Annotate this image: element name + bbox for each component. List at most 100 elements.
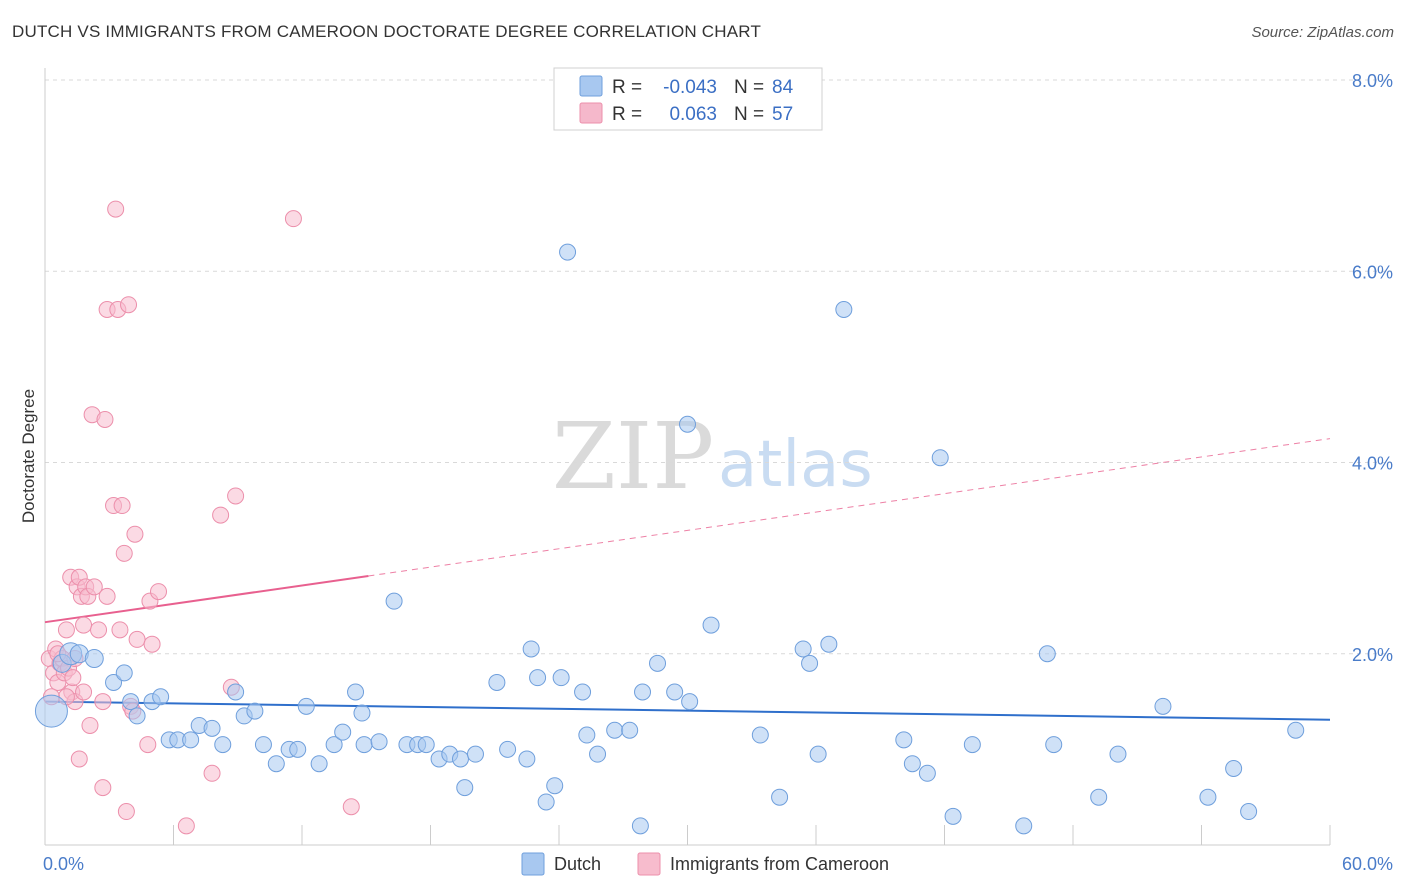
dutch-point-52 <box>589 745 607 763</box>
legend-dutch-n-value: 84 <box>772 77 794 98</box>
dutch-point-7 <box>122 693 140 711</box>
dutch-point-44 <box>522 640 540 658</box>
dutch-point-25 <box>310 755 328 773</box>
cameroon-point-25 <box>94 779 112 797</box>
cameroon-point-28 <box>98 587 116 605</box>
dutch-point-76 <box>1038 645 1056 663</box>
dutch-point-23 <box>289 740 307 758</box>
dutch-point-57 <box>649 654 667 672</box>
dutch-point-38 <box>451 750 469 768</box>
dutch-point-20 <box>254 736 272 754</box>
cameroon-point-51 <box>284 210 302 228</box>
source-attribution: Source: ZipAtlas.com <box>1251 24 1394 41</box>
cameroon-point-15 <box>70 750 88 768</box>
cameroon-point-24 <box>90 621 108 639</box>
dutch-point-74 <box>963 736 981 754</box>
dutch-point-47 <box>546 777 564 795</box>
dutch-point-66 <box>809 745 827 763</box>
dutch-point-5 <box>105 673 123 691</box>
cameroon-point-44 <box>143 635 161 653</box>
dutch-point-78 <box>1090 788 1108 806</box>
y-tick-label-0: 2.0% <box>1352 645 1393 665</box>
legend-cameroon-r-label: R = <box>612 104 642 125</box>
bottom-legend-swatch-cameroon <box>637 852 661 876</box>
dutch-point-45 <box>529 669 547 687</box>
cameroon-point-26 <box>94 693 112 711</box>
legend-dutch-n-label: N = <box>734 77 764 98</box>
y-tick-label-1: 4.0% <box>1352 454 1393 474</box>
x-tick-label-min: 0.0% <box>43 854 84 874</box>
legend: R = -0.043 N = 84 R = 0.063 N = 57 <box>553 67 823 131</box>
dutch-point-24 <box>297 697 315 715</box>
cameroon-point-50 <box>227 487 245 505</box>
bottom-legend-cameroon: Immigrants from Cameroon <box>670 854 889 874</box>
dutch-point-50 <box>574 683 592 701</box>
dutch-point-53 <box>606 721 624 739</box>
cameroon-point-11 <box>64 669 82 687</box>
legend-cameroon-r-value: 0.063 <box>669 104 717 125</box>
watermark-atlas: atlas <box>718 428 873 502</box>
legend-cameroon-n-value: 57 <box>772 104 793 125</box>
cameroon-point-42 <box>139 736 157 754</box>
dutch-point-26 <box>325 736 343 754</box>
x-tick-labels: 0.0% 60.0% <box>43 854 1393 874</box>
dutch-point-19 <box>246 702 264 720</box>
dutch-point-69 <box>895 731 913 749</box>
dutch-point-72 <box>931 449 949 467</box>
cameroon-point-37 <box>120 296 138 314</box>
legend-swatch-cameroon <box>579 102 603 124</box>
y-tick-label-2: 6.0% <box>1352 262 1393 282</box>
dutch-point-29 <box>353 704 371 722</box>
dutch-point-8 <box>128 707 146 725</box>
dutch-point-48 <box>552 669 570 687</box>
dutch-point-80 <box>1154 697 1172 715</box>
legend-dutch-r-value: -0.043 <box>663 77 717 98</box>
chart-title: DUTCH VS IMMIGRANTS FROM CAMEROON DOCTOR… <box>12 22 762 41</box>
dutch-point-43 <box>518 750 536 768</box>
cameroon-trend-dashed <box>368 438 1331 577</box>
dutch-point-67 <box>820 635 838 653</box>
bottom-legend: Dutch Immigrants from Cameroon <box>521 852 889 876</box>
dutch-point-35 <box>417 736 435 754</box>
cameroon-point-46 <box>177 817 195 835</box>
dutch-point-49 <box>559 243 577 261</box>
dutch-point-41 <box>488 673 506 691</box>
dutch-point-75 <box>1015 817 1033 835</box>
dutch-points <box>34 243 1305 835</box>
dutch-point-32 <box>385 592 403 610</box>
cameroon-points <box>40 200 360 835</box>
dutch-point-4 <box>84 649 104 669</box>
cameroon-point-41 <box>128 630 146 648</box>
cameroon-point-27 <box>96 410 114 428</box>
bottom-legend-swatch-dutch <box>521 852 545 876</box>
dutch-point-15 <box>203 719 221 737</box>
legend-swatch-dutch <box>579 75 603 97</box>
cameroon-point-18 <box>75 683 93 701</box>
dutch-point-58 <box>666 683 684 701</box>
dutch-point-39 <box>456 779 474 797</box>
cameroon-trend-line <box>44 438 1331 624</box>
cameroon-point-40 <box>126 525 144 543</box>
cameroon-trend-solid <box>44 574 369 624</box>
dutch-point-55 <box>631 817 649 835</box>
legend-cameroon-n-label: N = <box>734 104 764 125</box>
dutch-point-79 <box>1109 745 1127 763</box>
dutch-point-28 <box>347 683 365 701</box>
dutch-point-16 <box>214 736 232 754</box>
dutch-point-65 <box>801 654 819 672</box>
dutch-point-46 <box>537 793 555 811</box>
dutch-point-17 <box>227 683 245 701</box>
cameroon-point-21 <box>81 716 99 734</box>
dutch-point-71 <box>918 764 936 782</box>
dutch-point-42 <box>499 740 517 758</box>
x-tick-label-max: 60.0% <box>1342 854 1393 874</box>
dutch-point-21 <box>267 755 285 773</box>
dutch-point-82 <box>1225 760 1243 777</box>
dutch-point-31 <box>370 733 388 751</box>
dutch-point-54 <box>621 721 639 739</box>
dutch-point-51 <box>578 726 596 744</box>
dutch-point-81 <box>1199 788 1217 806</box>
dutch-point-30 <box>355 736 373 754</box>
dutch-point-68 <box>835 301 853 318</box>
y-tick-labels: 2.0% 4.0% 6.0% 8.0% <box>1352 71 1393 665</box>
